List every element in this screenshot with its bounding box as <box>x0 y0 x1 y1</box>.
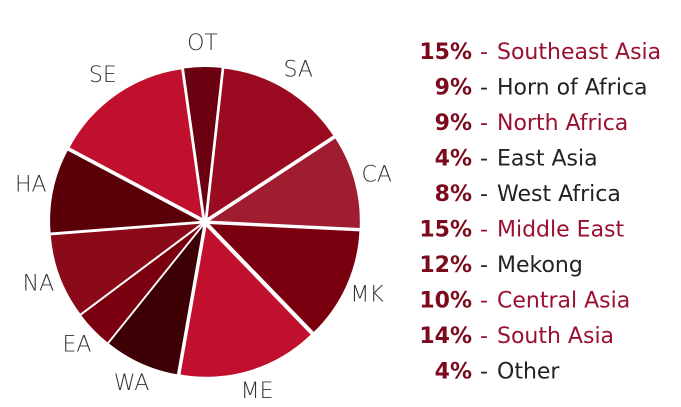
legend-separator: - <box>480 76 488 101</box>
pie-slice <box>183 67 222 218</box>
legend-separator: - <box>480 40 488 65</box>
pie-slice <box>108 226 203 375</box>
pie-slice <box>207 68 334 218</box>
pie-slice <box>81 225 202 343</box>
legend-separator: - <box>480 289 488 314</box>
pie-slice <box>180 226 311 377</box>
legend-separator: - <box>480 360 488 385</box>
slice-label: NA <box>23 272 55 297</box>
legend-value: 15% <box>419 218 472 243</box>
legend-value: 8% <box>435 182 472 207</box>
slice-label: EA <box>63 333 92 358</box>
legend-name: East Asia <box>497 147 598 172</box>
legend-name: North Africa <box>497 111 628 136</box>
pie-slice <box>50 150 201 233</box>
slice-label: MK <box>350 282 384 307</box>
slice-label: CA <box>362 162 392 187</box>
pie-slice <box>209 224 360 332</box>
legend-value: 14% <box>419 324 472 349</box>
legend-value: 9% <box>435 111 472 136</box>
legend-separator: - <box>480 324 488 349</box>
legend-name: South Asia <box>497 324 614 349</box>
legend-separator: - <box>480 218 488 243</box>
legend-separator: - <box>480 111 488 136</box>
legend-separator: - <box>480 253 488 278</box>
legend-name: Middle East <box>497 218 625 243</box>
slice-label: SE <box>89 63 117 88</box>
slice-label: SA <box>283 57 312 82</box>
legend-value: 15% <box>419 40 472 65</box>
slice-label: WA <box>114 371 150 396</box>
legend-name: Southeast Asia <box>497 40 661 65</box>
legend-separator: - <box>480 147 488 172</box>
legend-name: Central Asia <box>497 289 630 314</box>
pie-slice <box>69 69 203 218</box>
slice-label: ME <box>241 379 274 404</box>
slice-label: HA <box>15 173 47 198</box>
legend-value: 12% <box>419 253 472 278</box>
legend-value: 4% <box>435 360 472 385</box>
legend-value: 4% <box>435 147 472 172</box>
legend-name: Horn of Africa <box>497 76 648 101</box>
legend-value: 10% <box>419 289 472 314</box>
pie-slice <box>50 223 201 314</box>
pie-slice <box>209 138 360 228</box>
legend-name: Other <box>497 360 560 385</box>
legend-value: 9% <box>435 76 472 101</box>
legend-name: Mekong <box>497 253 583 278</box>
legend-separator: - <box>480 182 488 207</box>
legend-name: West Africa <box>497 182 621 207</box>
slice-label: OT <box>187 31 218 56</box>
